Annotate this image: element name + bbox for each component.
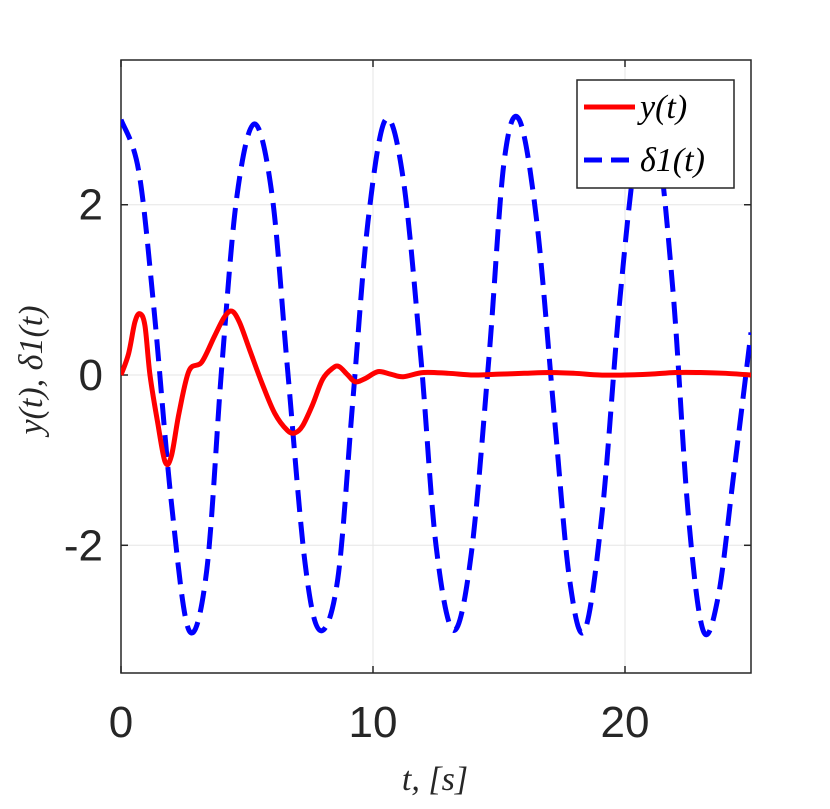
- series-y-line: [121, 308, 751, 468]
- legend: y(t) δ1(t): [576, 79, 735, 189]
- y-tick-labels: -2 0 2: [64, 181, 103, 571]
- x-tick-labels: 0 10 20: [109, 698, 650, 747]
- y-tick-label: -2: [64, 521, 103, 570]
- y-axis-label: y(t), δ1(t): [13, 305, 50, 437]
- x-tick-label: 10: [349, 698, 398, 747]
- y-tick-label: 0: [79, 351, 103, 400]
- legend-label-delta: δ1(t): [640, 142, 705, 179]
- legend-box: [576, 79, 735, 189]
- y-tick-label: 2: [79, 181, 103, 230]
- x-tick-label: 20: [601, 698, 650, 747]
- x-axis-label: t, [s]: [402, 761, 468, 798]
- plot-area-frame: [120, 59, 752, 674]
- x-tick-label: 0: [109, 698, 133, 747]
- legend-label-y: y(t): [637, 89, 687, 126]
